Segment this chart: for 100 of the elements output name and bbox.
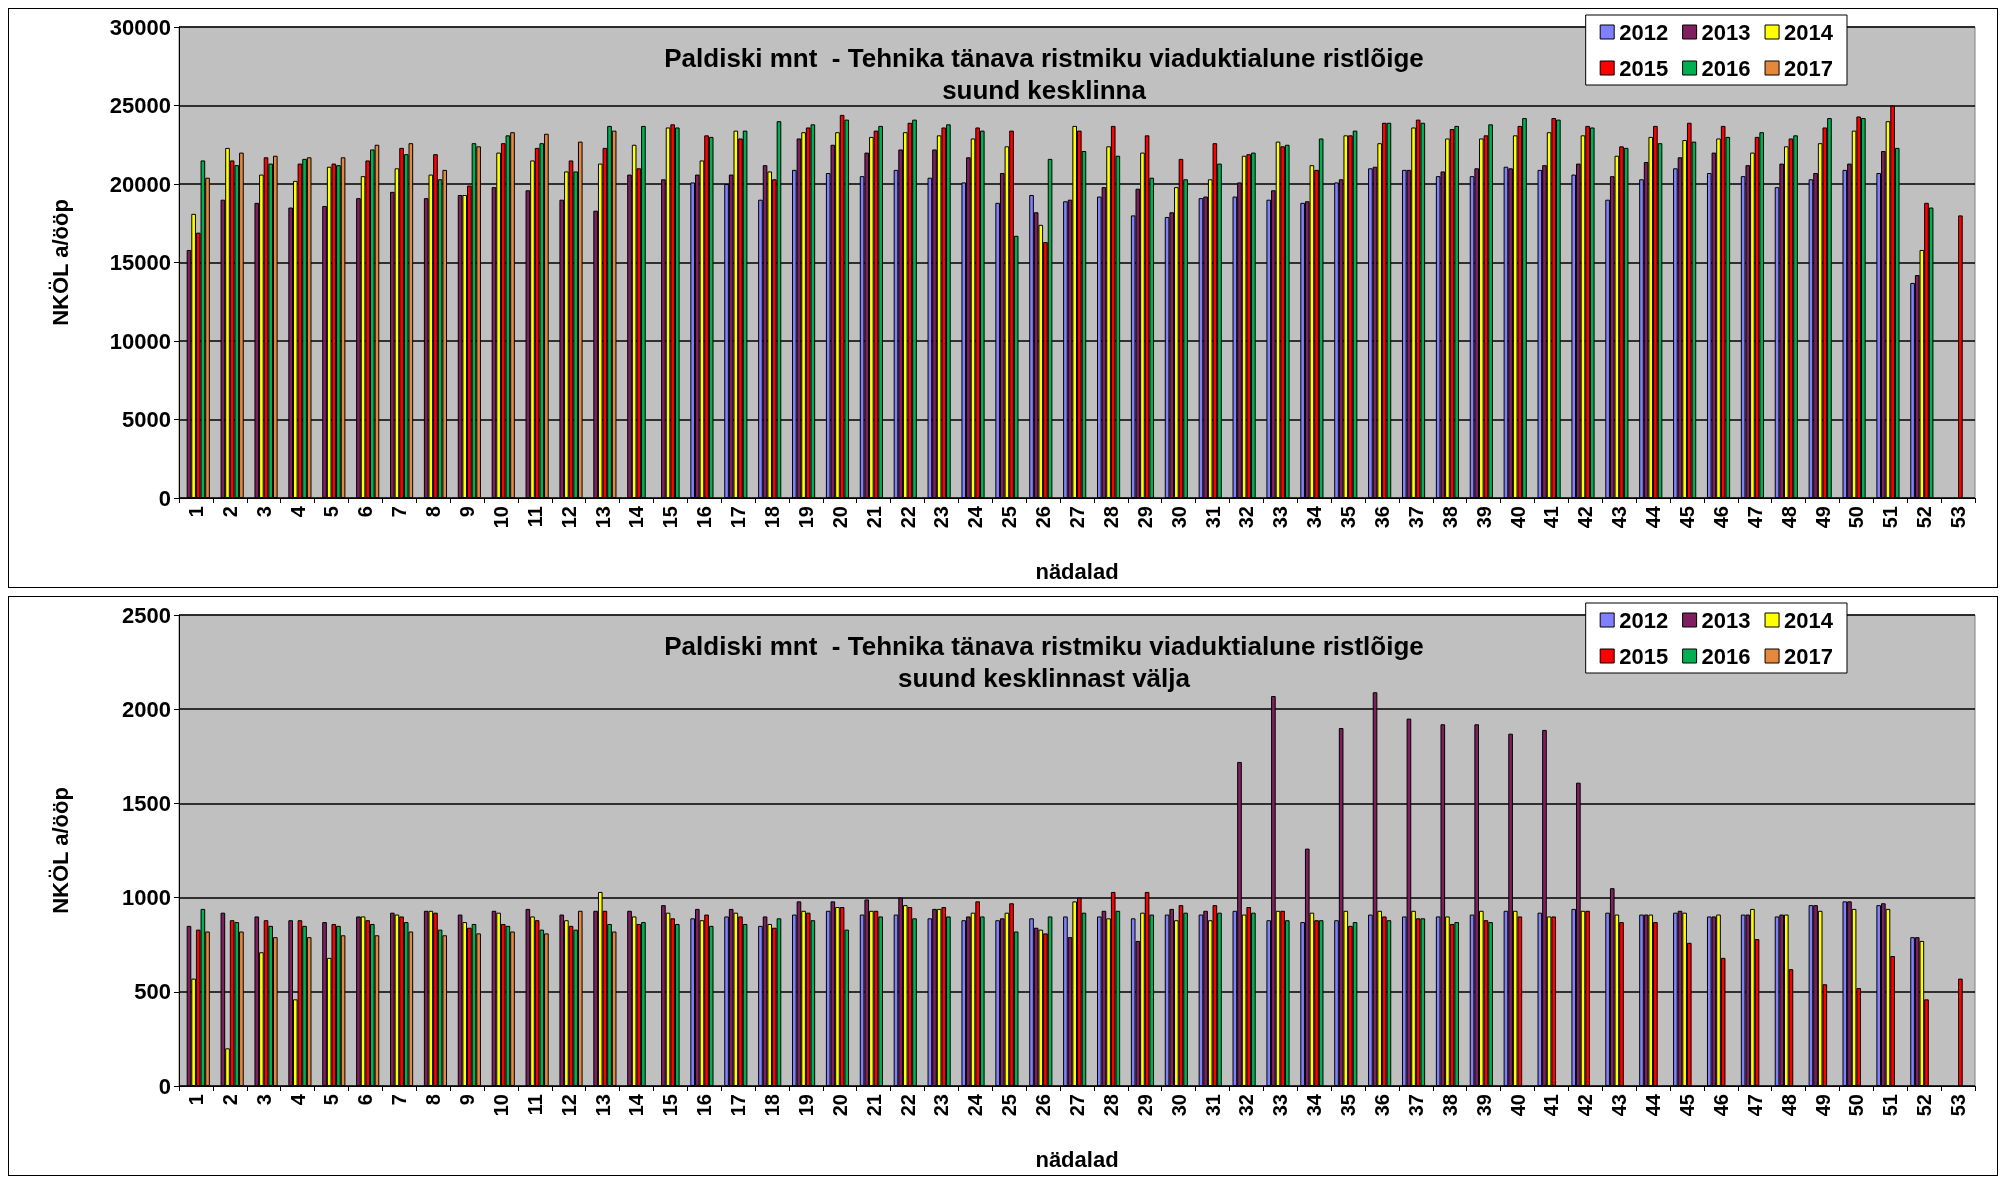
- x-tick-label: 23: [930, 1094, 953, 1117]
- x-tick-label: 37: [1404, 506, 1427, 529]
- x-tick-label: 52: [1913, 506, 1936, 529]
- x-tick-label: 18: [761, 506, 784, 529]
- x-tick-label: 51: [1879, 506, 1902, 529]
- x-tick-label: 15: [659, 1094, 682, 1117]
- x-tick-label: 38: [1438, 506, 1461, 529]
- x-tick-label: 19: [794, 1094, 817, 1117]
- x-tick-label: 49: [1811, 506, 1834, 529]
- x-tick-label: 44: [1642, 505, 1665, 529]
- x-tick-label: 6: [354, 1094, 377, 1106]
- x-tick-label: 23: [930, 506, 953, 529]
- y-tick-label: 5000: [122, 407, 171, 432]
- x-tick-label: 36: [1370, 1094, 1393, 1117]
- x-tick-label: 7: [388, 1094, 411, 1106]
- x-tick-label: 44: [1642, 1093, 1665, 1117]
- x-tick-label: 26: [1032, 1094, 1055, 1117]
- x-tick-label: 46: [1709, 506, 1732, 529]
- y-tick-label: 30000: [109, 14, 171, 40]
- x-tick-label: 1: [184, 1094, 207, 1106]
- x-tick-label: 48: [1777, 1094, 1800, 1117]
- x-axis-title: nädalad: [1035, 558, 1119, 584]
- y-tick-label: 0: [158, 1073, 171, 1099]
- x-tick-label: 24: [964, 505, 987, 529]
- x-tick-label: 40: [1506, 1094, 1529, 1117]
- x-tick-label: 5: [320, 506, 343, 518]
- x-tick-label: 3: [252, 1094, 275, 1106]
- x-tick-label: 10: [489, 506, 512, 529]
- x-tick-label: 14: [625, 1093, 648, 1117]
- x-tick-label: 2: [218, 1094, 241, 1106]
- y-tick-label: 2500: [122, 602, 171, 628]
- x-tick-label: 40: [1506, 506, 1529, 529]
- x-tick-label: 32: [1235, 506, 1258, 529]
- x-tick-label: 38: [1438, 1094, 1461, 1117]
- x-tick-label: 46: [1709, 1094, 1732, 1117]
- x-tick-label: 51: [1879, 1094, 1902, 1117]
- x-tick-label: 50: [1845, 1094, 1868, 1117]
- x-tick-label: 52: [1913, 1094, 1936, 1117]
- y-tick-label: 25000: [109, 93, 171, 118]
- x-tick-label: 16: [693, 1094, 716, 1117]
- legend-label: 2015: [1619, 55, 1669, 81]
- x-tick-label: 27: [1066, 1094, 1088, 1117]
- y-tick-label: 2000: [122, 696, 171, 722]
- x-tick-label: 24: [964, 1093, 987, 1117]
- x-tick-label: 4: [286, 505, 309, 518]
- y-tick-label: 1000: [122, 885, 171, 911]
- x-tick-label: 12: [557, 506, 580, 529]
- x-tick-label: 43: [1608, 506, 1631, 529]
- text: Paldiski mnt - Tehnika tänava ristmiku viaduktialune ristlõige suund kesklinna: [664, 43, 1424, 105]
- x-tick-label: 11: [523, 506, 546, 528]
- x-tick-label: 1: [184, 506, 207, 518]
- x-tick-label: 14: [625, 505, 648, 529]
- y-tick-label: 20000: [109, 171, 171, 197]
- x-tick-label: 20: [828, 506, 851, 529]
- x-tick-label: 7: [388, 506, 411, 518]
- legend-label: 2013: [1701, 607, 1751, 633]
- x-tick-label: 13: [591, 506, 614, 529]
- x-tick-label: 48: [1777, 506, 1800, 529]
- x-tick-label: 22: [896, 1094, 919, 1117]
- x-tick-label: 12: [557, 1094, 580, 1117]
- x-tick-label: 42: [1574, 506, 1597, 529]
- x-tick-label: 42: [1574, 1094, 1597, 1117]
- x-tick-label: 39: [1472, 1094, 1495, 1117]
- x-tick-label: 10: [489, 1094, 512, 1117]
- y-tick-label: 0: [158, 485, 171, 511]
- x-tick-label: 39: [1472, 506, 1495, 529]
- x-tick-label: 53: [1947, 1094, 1970, 1117]
- x-tick-label: 49: [1811, 1094, 1834, 1117]
- legend-label: 2016: [1701, 643, 1751, 669]
- x-tick-label: 15: [659, 506, 682, 529]
- x-tick-label: 21: [862, 506, 885, 529]
- x-tick-label: 33: [1269, 506, 1292, 529]
- x-tick-label: 33: [1269, 1094, 1292, 1117]
- x-tick-label: 43: [1608, 1094, 1631, 1117]
- x-tick-label: 8: [422, 1094, 445, 1106]
- x-tick-label: 41: [1540, 1094, 1563, 1117]
- legend-label: 2017: [1784, 55, 1834, 81]
- legend-label: 2015: [1619, 643, 1669, 669]
- y-tick-label: 500: [134, 979, 171, 1005]
- x-axis-title: nädalad: [1035, 1146, 1119, 1172]
- x-tick-label: 9: [456, 1094, 479, 1106]
- x-tick-label: 30: [1167, 506, 1190, 529]
- legend-label: 2012: [1619, 607, 1669, 633]
- x-tick-label: 30: [1167, 1094, 1190, 1117]
- x-tick-label: 5: [320, 1094, 343, 1106]
- x-tick-label: 6: [354, 506, 377, 518]
- x-tick-label: 28: [1099, 506, 1122, 529]
- x-tick-label: 3: [252, 506, 275, 518]
- y-tick-label: 1500: [122, 790, 171, 816]
- x-tick-label: 35: [1337, 506, 1360, 529]
- x-tick-label: 41: [1540, 506, 1563, 529]
- x-tick-label: 27: [1066, 506, 1088, 529]
- legend-label: 2012: [1619, 19, 1669, 45]
- x-tick-label: 21: [862, 1094, 885, 1117]
- x-tick-label: 45: [1675, 506, 1698, 529]
- x-tick-label: 26: [1032, 506, 1055, 529]
- x-tick-label: 36: [1370, 506, 1393, 529]
- x-tick-label: 19: [794, 506, 817, 529]
- x-tick-label: 17: [727, 506, 750, 529]
- x-tick-label: 31: [1201, 506, 1224, 529]
